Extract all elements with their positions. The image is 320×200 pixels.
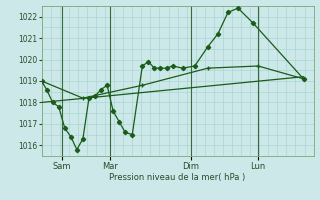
X-axis label: Pression niveau de la mer( hPa ): Pression niveau de la mer( hPa ) <box>109 173 246 182</box>
